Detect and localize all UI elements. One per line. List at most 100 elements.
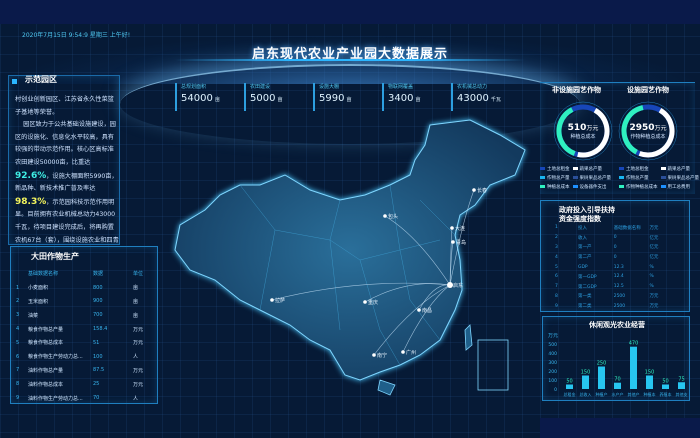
cell: 7 xyxy=(555,284,558,290)
legend-item: 设备器件支出 xyxy=(572,184,612,190)
stat-unit: 亩 xyxy=(346,97,352,103)
table-row[interactable]: 5 GDP 12.3% xyxy=(555,262,675,272)
para-2b: ，设施大棚面积5990亩，新品种、新技术推广普及率达 xyxy=(15,172,118,193)
legend-item: 土地总租金 xyxy=(619,166,658,172)
flight-route xyxy=(402,284,451,353)
map-outline xyxy=(174,119,526,381)
field-crop-panel: 大田作物生产 基础数据名称 数据 单位 1 小麦面积 800 亩 2 玉米面积 900 亩 3 油菜 7… xyxy=(10,246,158,404)
city-label: 大连 xyxy=(455,225,465,232)
cell: 2 xyxy=(555,235,558,241)
cell: 2 xyxy=(16,298,20,305)
bar-value-label: 470 xyxy=(629,341,639,347)
bar xyxy=(646,375,653,389)
city-label: 启东 xyxy=(453,282,463,289)
cell: % xyxy=(649,274,654,280)
table-row[interactable]: 5 粮食作物总成本 51 万元 xyxy=(16,336,161,350)
legend-swatch xyxy=(540,176,545,179)
table-row[interactable]: 6 第一GDP 12.4% xyxy=(555,272,675,282)
page-title: 启东现代农业产业园大数据展示 xyxy=(251,47,448,62)
stat-unit: 亩 xyxy=(214,97,220,103)
header xyxy=(0,24,700,84)
table-row[interactable]: 7 第二GDP 12.5% xyxy=(555,282,675,292)
y-tick-label: 200 xyxy=(548,369,557,375)
donut-right-label: 2950万元 作物种植总成本 xyxy=(618,123,678,140)
donut-segment-white xyxy=(621,104,675,158)
x-tick-label: 种植产 xyxy=(596,391,608,397)
x-tick-label: 养殖本 xyxy=(660,391,672,397)
bar-value-label: 150 xyxy=(581,370,591,376)
donut-left-unit: 万元 xyxy=(586,125,599,132)
legend-item: 蔬果总产量 xyxy=(572,166,612,172)
city-marker xyxy=(383,214,387,218)
legend-item: 作物种植总成本 xyxy=(619,184,658,190)
stat-value-row: 43000 千瓦 xyxy=(457,93,514,104)
cell: 万元 xyxy=(649,294,659,300)
city-marker xyxy=(417,308,421,312)
demo-park-text[interactable]: 村创业创新园区、江苏省永久性菜篮子基地等荣誉。 园区致力于公共基础设施建设，园区… xyxy=(15,94,119,244)
bar-value-label: 75 xyxy=(678,376,684,382)
table-row[interactable]: 1 投入 基础数据名称 万元 xyxy=(555,223,675,233)
cell: 8 xyxy=(555,293,558,299)
cell: 9 xyxy=(555,303,558,309)
demo-park-title: 示范园区 xyxy=(25,75,57,84)
table-row[interactable]: 2 收入 0 亿元 xyxy=(555,233,675,243)
table-row[interactable]: 8 油料作物总成本 25 万元 xyxy=(16,377,161,391)
city-label: 包头 xyxy=(388,213,398,220)
table-row[interactable]: 4 第二产 0 亿元 xyxy=(555,252,675,262)
cell: 万元 xyxy=(133,381,144,388)
cell: 亩 xyxy=(133,298,139,305)
donut-left-sub: 种植总成本 xyxy=(570,134,596,140)
hainan-island xyxy=(377,379,396,396)
gov-table-wrapper: 1 投入 基础数据名称 万元 2 收入 0 亿元 3 第一产 0 亿元 4 第二产 0 亿元 5 GDP 12.3%… xyxy=(555,223,675,311)
cell: 900 xyxy=(93,298,103,305)
y-tick-label: 500 xyxy=(548,342,557,348)
donut-right-sub: 作物种植总成本 xyxy=(630,134,666,140)
table-row[interactable]: 3 第一产 0 亿元 xyxy=(555,243,675,253)
city-label: 南宁 xyxy=(377,352,387,359)
cell: 万元 xyxy=(133,367,144,374)
table-row[interactable]: 4 粮食作物总产量 158.4 万元 xyxy=(16,322,161,336)
cell: 粮食作物总产量 xyxy=(28,326,64,333)
cell: 0 xyxy=(613,254,617,260)
donut-ring xyxy=(618,101,678,161)
legend-left: 土地总租金 蔬果总产量 作物总产量 果树果品总产量 种植总成本 设备器件支出 xyxy=(540,166,611,190)
cell: 3 xyxy=(555,244,558,250)
table-row[interactable]: 8 第一类 2500 万元 xyxy=(555,292,675,302)
datetime: 2020年7月15日 9:54:9 星期三 上午好! xyxy=(22,32,131,39)
bar xyxy=(598,366,605,389)
legend-item: 果树果品总产量 xyxy=(660,175,699,181)
table-row[interactable]: 2 玉米面积 900 亩 xyxy=(16,295,161,309)
table-row[interactable]: 1 小麦面积 800 亩 xyxy=(16,281,161,295)
cell: 玉米面积 xyxy=(28,298,49,305)
chart-title: 休闲观光农业经营 xyxy=(589,321,645,329)
table-row[interactable]: 6 粮食作物生产劳动力总... 100 人 xyxy=(16,350,161,364)
legend-label: 作物总产量 xyxy=(547,176,570,181)
cell: 700 xyxy=(93,312,103,319)
cell: 万元 xyxy=(649,225,659,231)
legend-swatch xyxy=(660,185,666,188)
stat-unit: 亩 xyxy=(415,97,421,103)
table-row[interactable]: 7 油料作物总产量 87.5 万元 xyxy=(16,364,161,378)
legend-item: 果树果品总产量 xyxy=(572,175,611,181)
table-row[interactable]: 9 油料作物生产劳动力总... 70 人 xyxy=(16,391,161,405)
cell: 万元 xyxy=(133,340,144,347)
table-row[interactable]: 3 油菜 700 亩 xyxy=(16,308,161,322)
cell: 6 xyxy=(555,274,558,280)
legend-swatch xyxy=(572,167,578,170)
stat-value-row: 5000 亩 xyxy=(250,93,307,104)
legend-label: 蔬果总产量 xyxy=(667,167,691,172)
demo-park-panel: 示范园区 村创业创新园区、江苏省永久性菜篮子基地等荣誉。 园区致力于公共基础设施… xyxy=(8,75,120,245)
stat-value: 5990 xyxy=(319,93,345,104)
cell: 油料作物生产劳动力总... xyxy=(28,395,83,402)
legend-item: 种植总成本 xyxy=(540,184,570,190)
bar-chart: 万元 0 100 200 300 400 500 50 总租金 150 总收入 250 种植产 70 水产… xyxy=(548,333,688,397)
cell: 人 xyxy=(133,395,139,402)
city-label: 拉萨 xyxy=(275,297,285,304)
donut-left-label: 510万元 种植总成本 xyxy=(553,123,613,140)
table-row[interactable]: 9 第二类 2500 万元 xyxy=(555,301,675,311)
cell: 亩 xyxy=(133,312,139,319)
bar-value-label: 50 xyxy=(566,379,572,385)
para-2c: ，示范园科技示范作用明显。目前拥有农业机械总动力43000千瓦，待项目建设完成后… xyxy=(15,198,119,244)
cell: 基础数据名称 xyxy=(613,225,641,231)
